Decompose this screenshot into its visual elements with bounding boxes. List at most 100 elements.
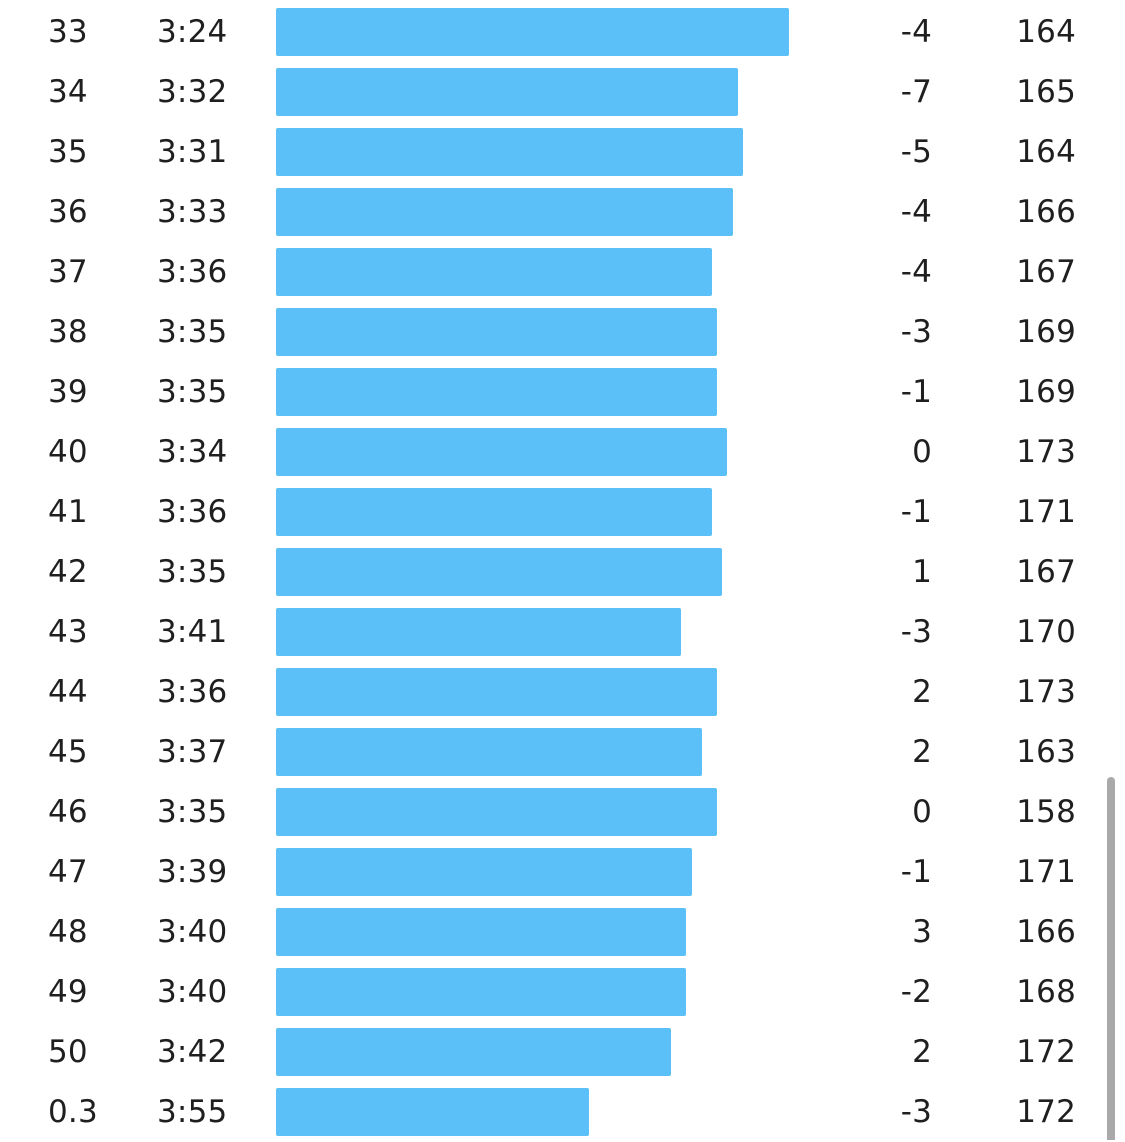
- split-km: 41: [48, 494, 88, 530]
- split-heart-rate: 166: [1016, 914, 1076, 950]
- split-elevation: -4: [900, 254, 932, 290]
- pace-bar: [276, 8, 789, 56]
- split-heart-rate: 166: [1016, 194, 1076, 230]
- split-elevation: -1: [900, 374, 932, 410]
- split-km: 0.3: [48, 1094, 98, 1130]
- split-elevation: -2: [900, 974, 932, 1010]
- split-heart-rate: 163: [1016, 734, 1076, 770]
- split-km: 49: [48, 974, 88, 1010]
- split-elevation: 0: [912, 434, 932, 470]
- split-pace: 3:39: [157, 854, 228, 890]
- split-pace: 3:24: [157, 14, 228, 50]
- split-km: 45: [48, 734, 88, 770]
- split-pace: 3:35: [157, 374, 228, 410]
- split-heart-rate: 164: [1016, 134, 1076, 170]
- split-row: 49 3:40 -2 168: [0, 962, 1125, 1022]
- split-heart-rate: 169: [1016, 374, 1076, 410]
- split-row: 34 3:32 -7 165: [0, 62, 1125, 122]
- split-elevation: 2: [912, 1034, 932, 1070]
- split-elevation: 0: [912, 794, 932, 830]
- split-row: 46 3:35 0 158: [0, 782, 1125, 842]
- pace-bar: [276, 1088, 589, 1136]
- pace-bar: [276, 848, 692, 896]
- split-elevation: -3: [900, 1094, 932, 1130]
- split-row: 33 3:24 -4 164: [0, 2, 1125, 62]
- split-km: 42: [48, 554, 88, 590]
- split-heart-rate: 167: [1016, 554, 1076, 590]
- split-row: 40 3:34 0 173: [0, 422, 1125, 482]
- pace-bar: [276, 728, 702, 776]
- split-row: 43 3:41 -3 170: [0, 602, 1125, 662]
- split-row: 47 3:39 -1 171: [0, 842, 1125, 902]
- split-row: 50 3:42 2 172: [0, 1022, 1125, 1082]
- split-row: 41 3:36 -1 171: [0, 482, 1125, 542]
- split-elevation: -5: [900, 134, 932, 170]
- split-elevation: 2: [912, 674, 932, 710]
- split-pace: 3:31: [157, 134, 228, 170]
- split-pace: 3:55: [157, 1094, 228, 1130]
- split-pace: 3:34: [157, 434, 228, 470]
- split-elevation: -3: [900, 314, 932, 350]
- pace-bar: [276, 248, 712, 296]
- split-row: 42 3:35 1 167: [0, 542, 1125, 602]
- split-km: 46: [48, 794, 88, 830]
- split-km: 37: [48, 254, 88, 290]
- split-km: 47: [48, 854, 88, 890]
- split-heart-rate: 171: [1016, 854, 1076, 890]
- split-elevation: -1: [900, 494, 932, 530]
- split-pace: 3:42: [157, 1034, 228, 1070]
- split-row: 44 3:36 2 173: [0, 662, 1125, 722]
- pace-bar: [276, 608, 681, 656]
- split-heart-rate: 158: [1016, 794, 1076, 830]
- split-km: 48: [48, 914, 88, 950]
- split-heart-rate: 167: [1016, 254, 1076, 290]
- split-pace: 3:35: [157, 794, 228, 830]
- split-heart-rate: 165: [1016, 74, 1076, 110]
- pace-bar: [276, 368, 717, 416]
- pace-bar: [276, 968, 686, 1016]
- pace-bar: [276, 128, 743, 176]
- split-km: 33: [48, 14, 88, 50]
- split-row: 35 3:31 -5 164: [0, 122, 1125, 182]
- split-km: 40: [48, 434, 88, 470]
- split-pace: 3:36: [157, 494, 228, 530]
- split-elevation: 2: [912, 734, 932, 770]
- split-km: 43: [48, 614, 88, 650]
- split-row: 39 3:35 -1 169: [0, 362, 1125, 422]
- split-elevation: -7: [900, 74, 932, 110]
- split-heart-rate: 172: [1016, 1094, 1076, 1130]
- pace-bar: [276, 68, 738, 116]
- split-km: 50: [48, 1034, 88, 1070]
- split-elevation: -4: [900, 194, 932, 230]
- split-row: 0.3 3:55 -3 172: [0, 1082, 1125, 1142]
- split-heart-rate: 168: [1016, 974, 1076, 1010]
- split-pace: 3:40: [157, 914, 228, 950]
- pace-bar: [276, 548, 722, 596]
- split-heart-rate: 172: [1016, 1034, 1076, 1070]
- split-pace: 3:40: [157, 974, 228, 1010]
- pace-bar: [276, 488, 712, 536]
- split-row: 45 3:37 2 163: [0, 722, 1125, 782]
- split-pace: 3:32: [157, 74, 228, 110]
- split-elevation: 1: [912, 554, 932, 590]
- split-row: 48 3:40 3 166: [0, 902, 1125, 962]
- split-heart-rate: 171: [1016, 494, 1076, 530]
- split-km: 35: [48, 134, 88, 170]
- pace-bar: [276, 788, 717, 836]
- split-km: 34: [48, 74, 88, 110]
- split-heart-rate: 173: [1016, 674, 1076, 710]
- pace-bar: [276, 308, 717, 356]
- split-pace: 3:35: [157, 554, 228, 590]
- split-pace: 3:41: [157, 614, 228, 650]
- split-elevation: 3: [912, 914, 932, 950]
- pace-bar: [276, 1028, 671, 1076]
- split-row: 36 3:33 -4 166: [0, 182, 1125, 242]
- pace-bar: [276, 908, 686, 956]
- split-pace: 3:35: [157, 314, 228, 350]
- split-pace: 3:36: [157, 674, 228, 710]
- vertical-scrollbar[interactable]: [1107, 777, 1115, 1140]
- split-km: 36: [48, 194, 88, 230]
- split-elevation: -3: [900, 614, 932, 650]
- split-pace: 3:37: [157, 734, 228, 770]
